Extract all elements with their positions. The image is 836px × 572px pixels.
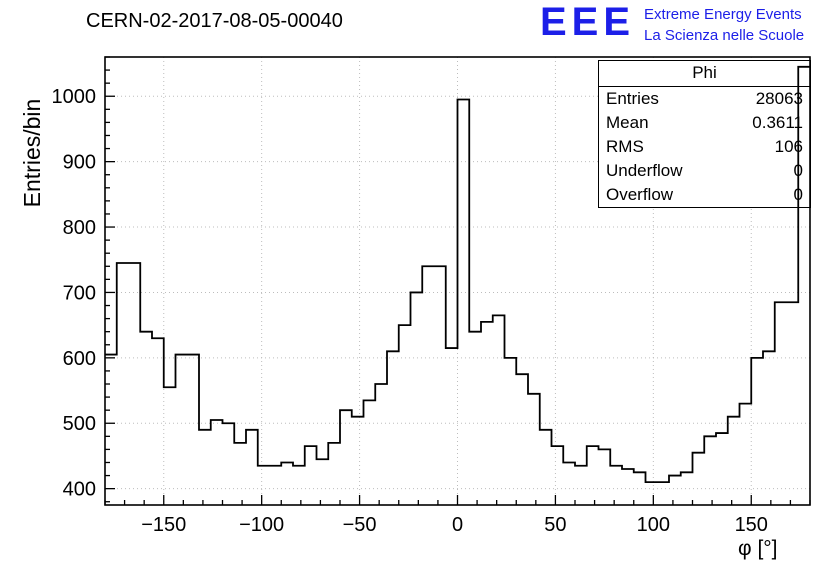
stats-value-mean: 0.3611 [752,113,803,132]
eee-logo-line1: Extreme Energy Events [644,6,802,23]
stats-box-title: Phi [599,61,810,87]
plot-title: CERN-02-2017-08-05-00040 [86,10,343,32]
stats-row-rms: RMS 106 [599,135,810,159]
eee-logo-line2: La Scienza nelle Scuole [644,27,805,44]
stats-row-mean: Mean 0.3611 [599,111,810,135]
y-axis-title: Entries/bin [19,98,45,208]
eee-logo: EEE Extreme Energy Events La Scienza nel… [540,0,804,46]
stats-label-underflow: Underflow [606,161,683,180]
stats-label-mean: Mean [606,113,649,132]
stats-value-overflow: 0 [793,185,803,204]
stats-label-entries: Entries [606,89,659,108]
stats-row-underflow: Underflow 0 [599,159,810,183]
eee-logo-text: Extreme Energy Events La Scienza nelle S… [644,3,804,46]
x-axis-title: φ [°] [738,537,778,560]
stats-value-entries: 28063 [755,89,803,108]
stats-label-rms: RMS [606,137,644,156]
stats-box: Phi Entries 28063 Mean 0.3611 RMS 106 Un… [598,60,811,208]
stats-value-rms: 106 [774,137,803,156]
eee-logo-acronym: EEE [540,0,636,44]
stats-label-overflow: Overflow [606,185,674,204]
stats-row-overflow: Overflow 0 [599,183,810,207]
stats-row-entries: Entries 28063 [599,87,810,111]
stats-value-underflow: 0 [793,161,803,180]
